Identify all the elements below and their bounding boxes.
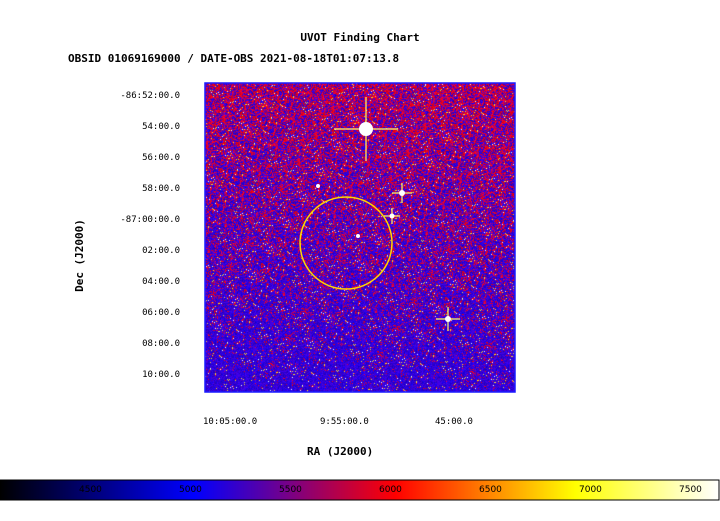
colorbar-tick-label: 7500	[679, 485, 702, 495]
colorbar-tick-label: 5500	[279, 485, 302, 495]
colorbar-tick-label: 4500	[79, 485, 102, 495]
bright-star	[356, 234, 360, 238]
colorbar-tick-label: 7000	[579, 485, 602, 495]
colorbar-tick-label: 5000	[179, 485, 202, 495]
y-tick-label: 58:00.0	[142, 184, 180, 194]
colorbar	[0, 479, 720, 501]
chart-title: UVOT Finding Chart	[300, 31, 420, 44]
bright-star	[334, 97, 398, 161]
y-tick-label: 04:00.0	[142, 277, 180, 287]
y-tick-label: 02:00.0	[142, 246, 180, 256]
colorbar-tick-label: 6000	[379, 485, 402, 495]
y-tick-label: 54:00.0	[142, 122, 180, 132]
y-tick-label: 10:00.0	[142, 370, 180, 380]
chart-subtitle: OBSID 01069169000 / DATE-OBS 2021-08-18T…	[68, 52, 400, 65]
x-tick-label: 9:55:00.0	[320, 417, 369, 427]
y-tick-label: 08:00.0	[142, 339, 180, 349]
bright-star	[316, 184, 320, 188]
bright-star	[392, 183, 412, 203]
x-tick-label: 45:00.0	[435, 417, 473, 427]
x-tick-label: 10:05:00.0	[203, 417, 258, 427]
bright-star	[436, 307, 460, 331]
target-region-circle	[299, 196, 393, 290]
bright-star	[384, 208, 400, 224]
image-frame	[204, 82, 516, 393]
y-tick-label: 06:00.0	[142, 308, 180, 318]
sky-image	[205, 83, 515, 392]
y-tick-label: 56:00.0	[142, 153, 180, 163]
y-tick-label: -86:52:00.0	[120, 91, 180, 101]
y-axis-label: Dec (J2000)	[72, 219, 86, 292]
sky-image-texture	[205, 83, 515, 392]
colorbar-tick-label: 6500	[479, 485, 502, 495]
x-axis-label: RA (J2000)	[307, 445, 374, 458]
y-tick-label: -87:00:00.0	[120, 215, 180, 225]
